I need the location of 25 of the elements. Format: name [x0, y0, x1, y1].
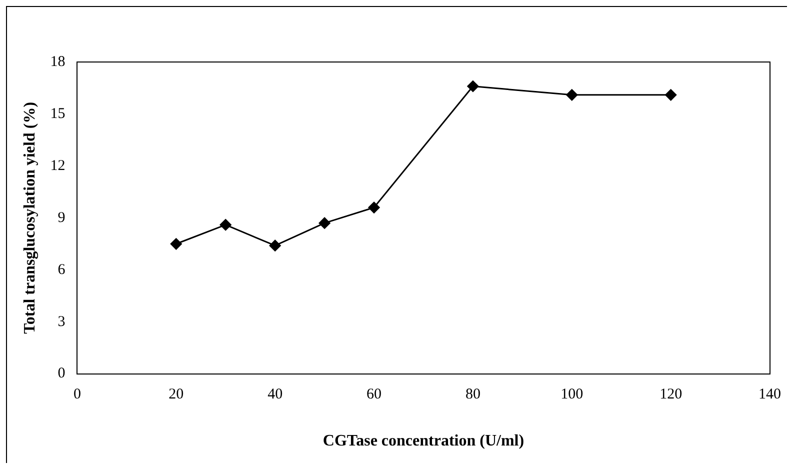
point: [665, 89, 677, 101]
y-tick-label: 3: [58, 314, 66, 330]
point: [368, 202, 380, 214]
y-tick-label: 0: [58, 366, 66, 382]
x-tick-label: 60: [366, 386, 382, 403]
point: [170, 238, 182, 250]
x-tick-label: 100: [560, 386, 584, 403]
y-tick-label: 12: [50, 158, 66, 174]
y-tick-label: 9: [58, 210, 66, 226]
x-tick-label: 120: [660, 386, 682, 403]
point: [467, 80, 479, 92]
point: [269, 240, 281, 252]
y-axis-title: Total transglucosylation yield (%): [22, 102, 39, 334]
x-tick-label: 40: [268, 386, 283, 403]
point: [566, 89, 578, 101]
y-tick-label: 6: [58, 262, 66, 278]
x-tick-label: 80: [465, 386, 480, 403]
y-tick-label: 15: [50, 106, 66, 122]
point: [220, 219, 232, 231]
point: [318, 217, 330, 229]
x-tick-label: 140: [758, 386, 781, 403]
x-tick-label: 20: [168, 386, 184, 403]
x-axis-title: CGTase concentration (U/ml): [322, 432, 524, 450]
x-tick-label: 0: [73, 386, 81, 403]
y-tick-label: 18: [50, 54, 66, 70]
